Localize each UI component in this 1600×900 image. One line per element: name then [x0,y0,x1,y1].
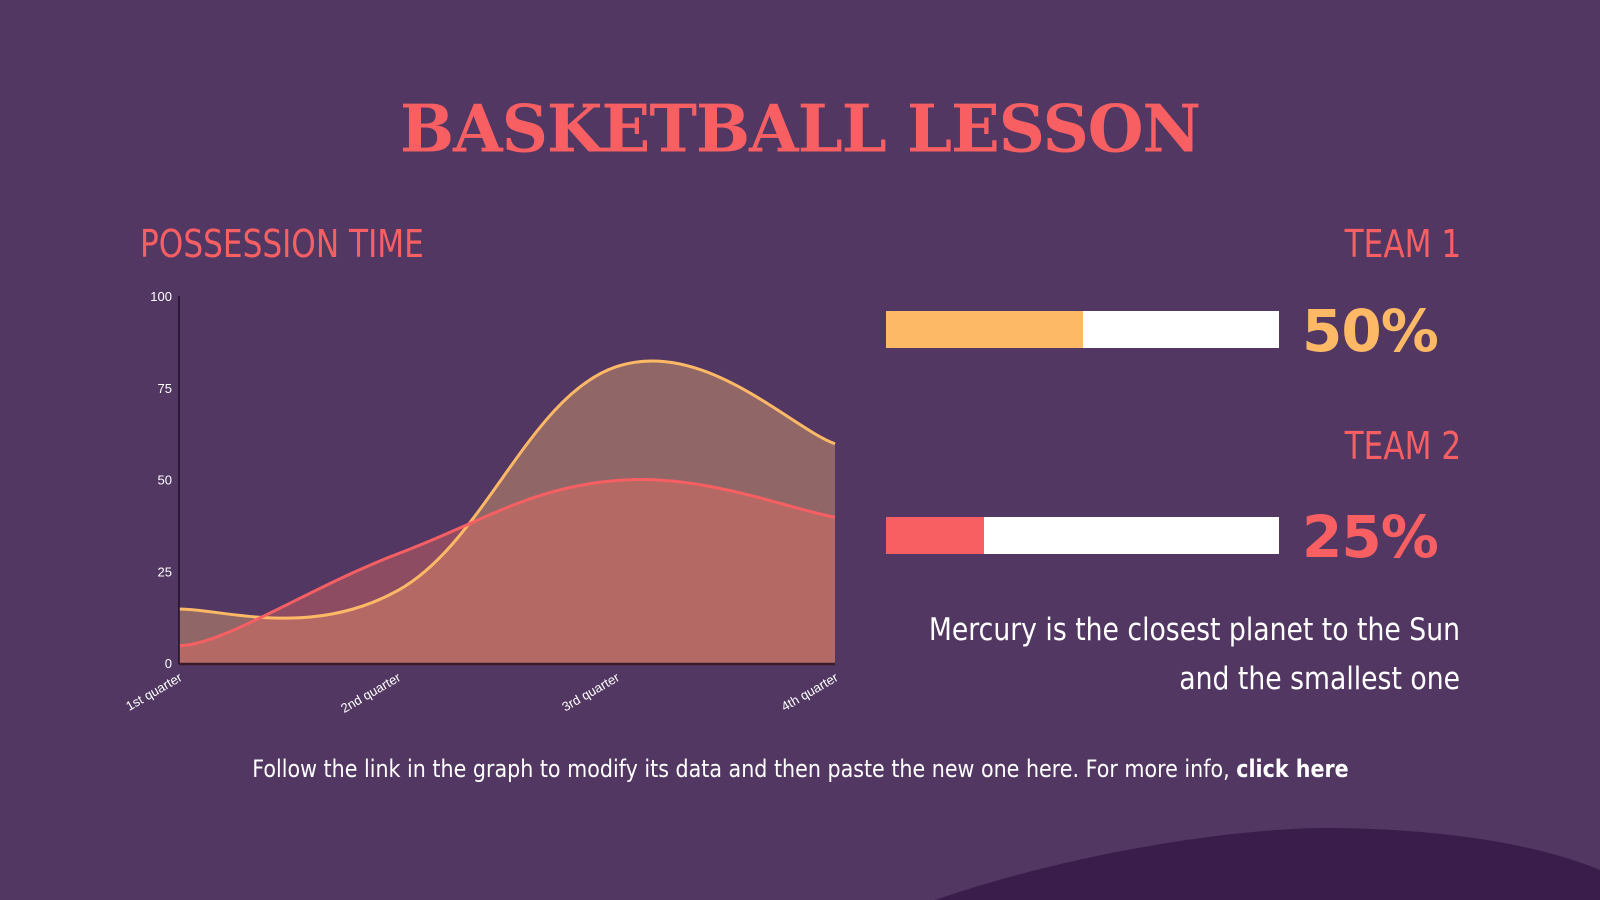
slide-title: BASKETBALL LESSON [399,91,1201,168]
team-1-progress-bar [886,311,1279,348]
team-1-progress-fill [886,311,1083,348]
team-2-progress-fill [886,517,985,554]
description-text: Mercury is the closest planet to the Sun… [927,606,1460,704]
possession-area-chart: 0 25 50 75 100 1st quarter 2nd quarter 3rd qua… [123,289,841,716]
series-area-1 [179,360,835,664]
description-line-1: Mercury is the closest planet to the Sun [928,612,1460,648]
team-2-percent: 25% [1302,503,1439,571]
y-axis-ticks: 0 25 50 75 100 [150,289,172,671]
team-1-label: TEAM 1 [1344,222,1461,266]
team-1-percent: 50% [1302,297,1439,365]
y-tick-label: 50 [158,473,172,488]
footer-text: Follow the link in the graph to modify i… [251,755,1236,783]
series-area-2 [179,479,835,664]
y-tick-label: 100 [150,289,172,304]
y-tick-label: 75 [158,381,172,396]
x-tick-label: 1st quarter [123,669,185,713]
team-2-label: TEAM 2 [1344,424,1461,468]
description-line-2: and the smallest one [1179,661,1460,697]
x-axis-labels: 1st quarter 2nd quarter 3rd quarter 4th qua… [123,669,841,716]
y-tick-label: 0 [165,656,172,671]
chart-areas [178,359,836,664]
series-line-1 [178,359,836,620]
x-tick-label: 2nd quarter [338,669,404,716]
click-here-link[interactable]: click here [1235,755,1349,783]
series-line-2 [178,478,836,648]
x-tick-label: 3rd quarter [559,669,622,714]
x-tick-label: 4th quarter [779,669,842,714]
y-tick-label: 25 [158,564,172,579]
team-2-progress-bar [886,517,1279,554]
footer-note: Follow the link in the graph to modify i… [0,755,1600,783]
chart-heading: POSSESSION TIME [140,222,424,266]
